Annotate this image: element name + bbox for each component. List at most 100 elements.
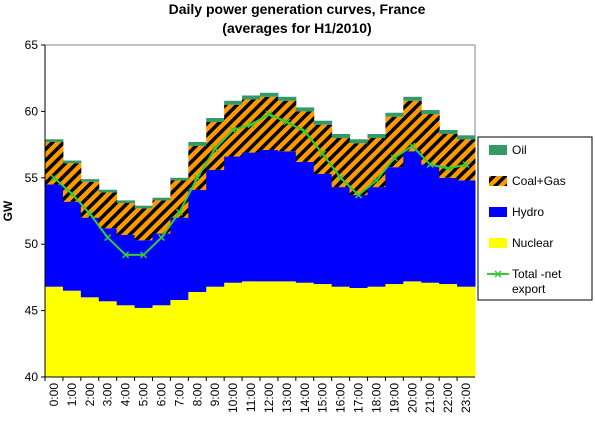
- area-segment: [457, 135, 476, 140]
- x-tick-label: 8:00: [190, 383, 204, 407]
- legend-marker: [494, 270, 502, 278]
- area-segment: [98, 192, 118, 229]
- area-segment: [295, 111, 315, 162]
- area-segment: [457, 180, 476, 287]
- area-segment: [224, 100, 243, 105]
- y-tick-label: 50: [25, 237, 39, 251]
- area-segment: [421, 114, 440, 165]
- line-marker: [444, 164, 452, 173]
- area-segment: [45, 141, 64, 185]
- legend-label: Hydro: [512, 205, 544, 219]
- legend-swatch: [489, 145, 507, 155]
- area-segment: [313, 120, 333, 125]
- area-segment: [403, 281, 422, 377]
- area-segment: [242, 281, 261, 377]
- line-marker: [122, 251, 130, 259]
- area-segment: [367, 133, 386, 138]
- area-segment: [152, 233, 171, 306]
- y-tick-label: 45: [25, 304, 39, 318]
- area-segment: [385, 116, 404, 168]
- legend-label: Total -net export: [512, 267, 562, 296]
- x-tick-label: 13:00: [280, 383, 294, 413]
- area-segment: [349, 143, 368, 196]
- area-segment: [98, 301, 118, 377]
- area-segment: [45, 184, 64, 287]
- area-segment: [313, 173, 333, 285]
- line-marker: [229, 126, 237, 134]
- line-marker: [337, 174, 345, 182]
- legend-label-line: export: [512, 282, 546, 296]
- area-segment: [331, 286, 351, 377]
- area-segment: [367, 286, 386, 377]
- area-segment: [277, 151, 297, 282]
- line-marker: [50, 174, 58, 182]
- line-marker: [175, 208, 183, 216]
- area-segment: [260, 92, 279, 97]
- area-segment: [170, 180, 189, 218]
- line-marker: [319, 150, 327, 158]
- y-tick-label: 40: [25, 370, 39, 384]
- area-segment: [152, 305, 171, 377]
- area-segment: [62, 163, 82, 202]
- x-tick-label: 7:00: [172, 383, 186, 407]
- x-tick-label: 5:00: [137, 383, 151, 407]
- x-tick-label: 6:00: [154, 383, 168, 407]
- area-segment: [116, 200, 136, 204]
- line-marker: [390, 154, 398, 162]
- area-segment: [206, 122, 225, 170]
- area-segment: [152, 197, 171, 201]
- line-marker: [68, 190, 76, 198]
- area-segment: [80, 179, 100, 182]
- area-segment: [242, 152, 261, 282]
- area-segment: [45, 286, 64, 377]
- line-marker: [372, 176, 380, 184]
- y-tick-label: 65: [25, 38, 39, 52]
- x-tick-label: 20:00: [405, 383, 419, 413]
- area-segment: [439, 177, 458, 285]
- area-segment: [134, 205, 153, 209]
- x-tick-label: 23:00: [459, 383, 473, 413]
- area-segment: [206, 286, 225, 377]
- area-segment: [134, 307, 153, 377]
- area-segment: [313, 124, 333, 174]
- x-tick-label: 2:00: [83, 383, 97, 407]
- area-segment: [349, 139, 368, 144]
- x-tick-label: 22:00: [441, 383, 455, 413]
- area-segment: [313, 284, 333, 377]
- x-tick-label: 16:00: [334, 383, 348, 413]
- area-segment: [188, 189, 207, 293]
- area-segment: [206, 169, 225, 287]
- line-marker: [157, 234, 165, 242]
- x-tick-label: 9:00: [208, 383, 222, 407]
- area-segment: [80, 297, 100, 377]
- area-segment: [116, 305, 136, 377]
- area-segment: [331, 187, 351, 287]
- line-marker: [247, 121, 255, 129]
- area-segment: [439, 129, 458, 134]
- area-segment: [403, 100, 422, 152]
- y-axis-label: GW: [1, 200, 15, 221]
- line-marker: [211, 145, 219, 153]
- x-tick-label: 18:00: [369, 383, 383, 413]
- line-marker: [86, 210, 94, 218]
- area-segment: [260, 96, 279, 150]
- legend-swatch: [489, 207, 507, 217]
- area-segment: [349, 288, 368, 377]
- x-tick-label: 17:00: [352, 383, 366, 413]
- area-segment: [277, 96, 297, 101]
- area-segment: [439, 133, 458, 178]
- area-segment: [62, 201, 82, 291]
- legend-label: Nuclear: [512, 236, 553, 250]
- legend-swatch: [489, 176, 507, 186]
- x-tick-label: 1:00: [65, 383, 79, 407]
- area-segment: [188, 292, 207, 377]
- area-segment: [188, 145, 207, 190]
- area-segment: [439, 284, 458, 377]
- area-segment: [295, 282, 315, 377]
- x-tick-label: 3:00: [101, 383, 115, 407]
- line-marker: [301, 127, 309, 135]
- y-tick-label: 60: [25, 104, 39, 118]
- x-tick-label: 15:00: [316, 383, 330, 413]
- area-segment: [188, 141, 207, 146]
- area-segment: [260, 281, 279, 377]
